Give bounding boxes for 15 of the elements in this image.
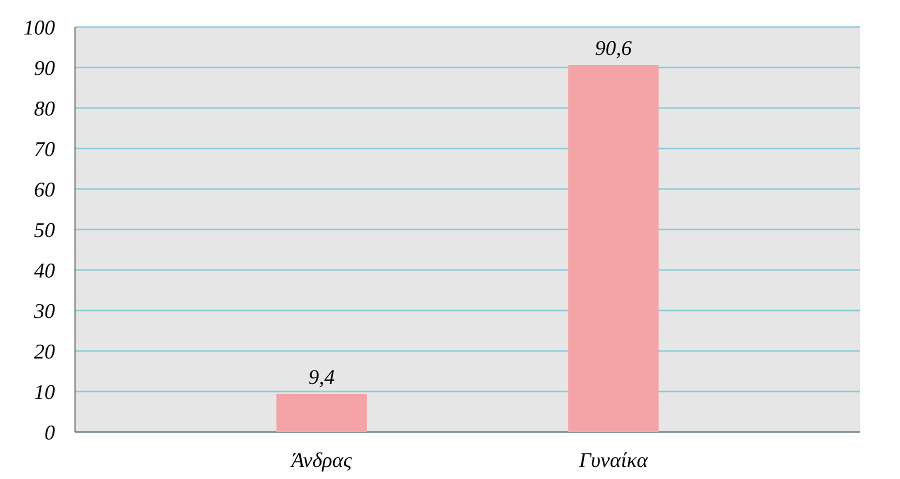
y-tick-label: 20 <box>34 339 56 364</box>
data-label: 9,4 <box>308 364 336 389</box>
y-tick-label: 80 <box>34 96 56 120</box>
y-tick-label: 10 <box>34 380 56 404</box>
y-tick-label: 70 <box>34 136 56 161</box>
data-label: 90,6 <box>595 36 632 60</box>
y-tick-label: 30 <box>33 298 56 323</box>
y-tick-label: 0 <box>44 420 56 444</box>
y-tick-label: 100 <box>24 15 56 40</box>
y-tick-label: 90 <box>34 56 56 80</box>
y-tick-label: 50 <box>34 218 56 242</box>
y-tick-label: 40 <box>34 258 56 282</box>
x-tick-label: Γυναίκα <box>578 448 649 472</box>
x-tick-label: Άνδρας <box>289 448 352 472</box>
y-tick-label: 60 <box>34 177 56 202</box>
